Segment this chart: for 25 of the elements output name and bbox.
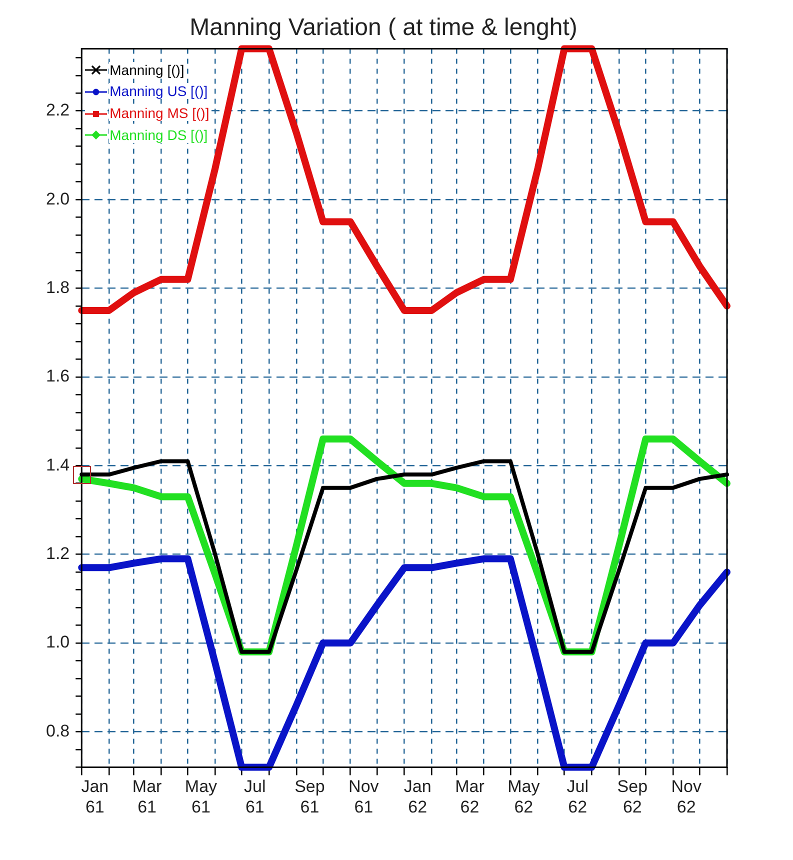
x-tick-label: Mar 62 xyxy=(455,777,485,816)
x-tick-label: May 61 xyxy=(184,777,218,816)
legend-label: Manning [()] xyxy=(108,62,186,78)
x-tick-label: Jul 61 xyxy=(244,777,266,816)
x-tick-label: Nov 62 xyxy=(671,777,702,816)
y-tick-label: 1.2 xyxy=(46,544,70,564)
y-tick-label: 1.0 xyxy=(46,632,70,652)
y-tick-label: 1.4 xyxy=(46,455,70,474)
y-tick-label: 0.8 xyxy=(46,721,70,740)
y-tick-label: 1.6 xyxy=(46,366,70,386)
x-tick-label: Sep 61 xyxy=(294,777,325,816)
legend-label: Manning MS [()] xyxy=(108,105,210,122)
legend-label: Manning US [()] xyxy=(108,83,209,100)
chart-title: Manning Variation ( at time & lenght) xyxy=(190,14,578,42)
x-tick-label: May 62 xyxy=(508,777,540,816)
x-tick-label: Jan 61 xyxy=(81,777,109,816)
legend-label: Manning DS [()] xyxy=(108,126,209,143)
x-tick-label: Jan 62 xyxy=(404,777,432,816)
x-tick-label: Jul 62 xyxy=(566,777,588,816)
x-tick-label: Sep 62 xyxy=(617,777,648,816)
x-tick-label: Nov 61 xyxy=(348,777,380,816)
y-tick-label: 2.2 xyxy=(46,100,70,120)
x-tick-label: Mar 61 xyxy=(132,777,162,816)
y-tick-label: 1.8 xyxy=(46,278,70,297)
y-tick-label: 2.0 xyxy=(46,189,70,208)
